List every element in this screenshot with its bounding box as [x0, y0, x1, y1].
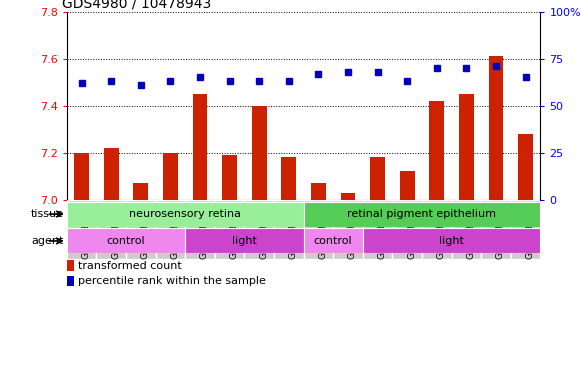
Text: GSM928110: GSM928110: [111, 204, 120, 259]
Bar: [489, 56, 503, 200]
Bar: [370, 157, 385, 200]
Bar: [481, 200, 511, 259]
Text: GSM928118: GSM928118: [348, 204, 357, 259]
Text: GSM928109: GSM928109: [81, 204, 91, 259]
Bar: [67, 200, 96, 259]
Bar: [104, 148, 119, 200]
Text: GSM928113: GSM928113: [200, 204, 209, 259]
Bar: [392, 200, 422, 259]
Bar: [518, 134, 533, 200]
Bar: [67, 260, 74, 271]
Text: light: light: [439, 236, 464, 246]
Text: GSM928120: GSM928120: [407, 204, 416, 259]
Bar: [185, 228, 304, 253]
Bar: [311, 183, 326, 200]
Bar: [215, 200, 245, 259]
Bar: [422, 200, 451, 259]
Bar: [185, 200, 215, 259]
Bar: [156, 200, 185, 259]
Text: GSM928116: GSM928116: [289, 204, 298, 259]
Bar: [303, 200, 333, 259]
Bar: [245, 200, 274, 259]
Text: GDS4980 / 10478943: GDS4980 / 10478943: [62, 0, 211, 10]
Bar: [303, 202, 540, 227]
Bar: [303, 228, 363, 253]
Bar: [363, 200, 392, 259]
Text: percentile rank within the sample: percentile rank within the sample: [78, 276, 266, 286]
Text: GSM928115: GSM928115: [259, 204, 268, 259]
Bar: [333, 200, 363, 259]
Text: neurosensory retina: neurosensory retina: [129, 209, 241, 219]
Text: control: control: [314, 236, 353, 246]
Text: GSM928121: GSM928121: [437, 204, 446, 259]
Bar: [163, 153, 178, 200]
Bar: [459, 94, 474, 200]
Text: retinal pigment epithelium: retinal pigment epithelium: [347, 209, 496, 219]
Bar: [74, 153, 89, 200]
Bar: [451, 200, 481, 259]
Bar: [96, 200, 126, 259]
Bar: [400, 172, 415, 200]
Text: GSM928122: GSM928122: [467, 204, 475, 259]
Bar: [192, 94, 207, 200]
Text: light: light: [232, 236, 257, 246]
Text: tissue: tissue: [31, 209, 64, 219]
Text: GSM928124: GSM928124: [526, 204, 535, 259]
Bar: [126, 200, 156, 259]
Bar: [363, 228, 540, 253]
Text: transformed count: transformed count: [78, 261, 182, 271]
Bar: [274, 200, 304, 259]
Bar: [67, 228, 185, 253]
Text: control: control: [107, 236, 145, 246]
Bar: [511, 200, 540, 259]
Text: GSM928119: GSM928119: [378, 204, 386, 259]
Bar: [67, 276, 74, 286]
Text: agent: agent: [31, 236, 64, 246]
Text: GSM928123: GSM928123: [496, 204, 505, 259]
Text: GSM928114: GSM928114: [229, 204, 239, 259]
Bar: [67, 202, 303, 227]
Bar: [222, 155, 237, 200]
Bar: [252, 106, 267, 200]
Text: GSM928111: GSM928111: [141, 204, 150, 259]
Bar: [134, 183, 148, 200]
Bar: [281, 157, 296, 200]
Text: GSM928112: GSM928112: [170, 204, 180, 259]
Text: GSM928117: GSM928117: [318, 204, 327, 259]
Bar: [429, 101, 444, 200]
Bar: [340, 193, 356, 200]
